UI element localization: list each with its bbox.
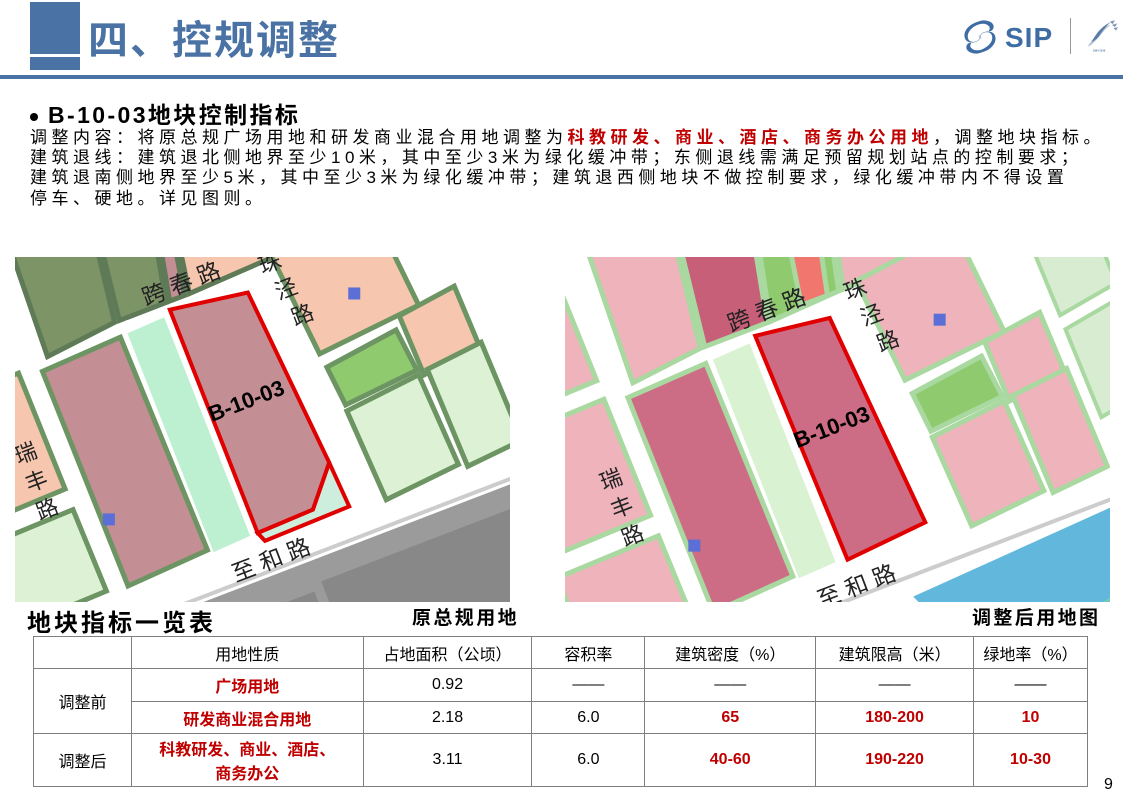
- svg-text:1994 2019: 1994 2019: [1093, 48, 1106, 52]
